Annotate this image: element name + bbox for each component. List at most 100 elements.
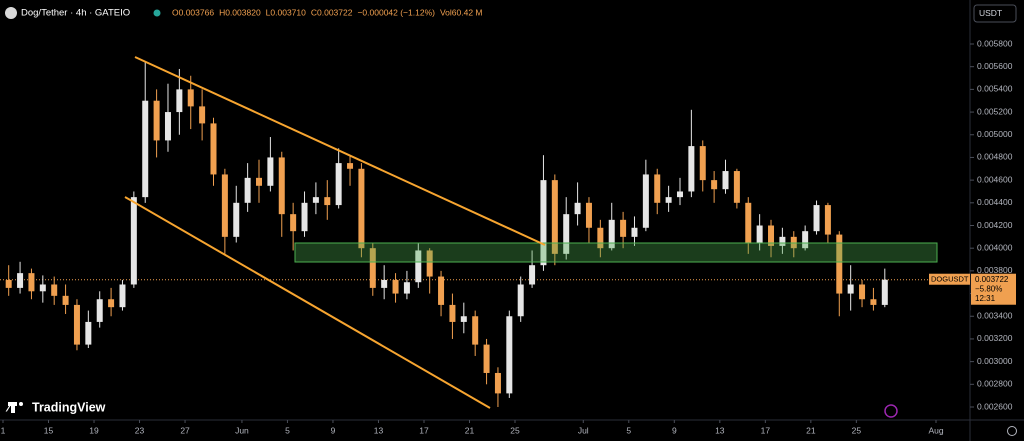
- x-tick-label: 21: [806, 425, 816, 435]
- candle-body: [233, 202, 240, 237]
- candle-body: [483, 344, 490, 373]
- candle-body: [335, 163, 342, 206]
- candle-body: [312, 197, 319, 203]
- candle-body: [597, 227, 604, 249]
- candle-body: [472, 316, 479, 345]
- candle-body: [881, 279, 888, 305]
- candle-body: [176, 89, 183, 113]
- candle-body: [449, 304, 456, 322]
- candle-body: [699, 146, 706, 181]
- candle-body: [256, 177, 263, 186]
- candle-body: [221, 174, 228, 237]
- alert-icon[interactable]: [884, 404, 898, 418]
- symbol-tag-text: DOGUSDT: [931, 275, 969, 284]
- candle-body: [164, 112, 171, 141]
- y-tick-label: 0.003800: [977, 265, 1013, 275]
- x-tick-label: 9: [672, 425, 677, 435]
- y-tick-label: 0.004400: [977, 197, 1013, 207]
- candle-body: [267, 157, 274, 186]
- ohlc-value: C0.003722: [311, 7, 353, 17]
- y-tick-label: 0.003000: [977, 356, 1013, 366]
- x-tick-label: Aug: [928, 425, 943, 435]
- candle-body: [688, 146, 695, 192]
- y-tick-label: 0.005800: [977, 38, 1013, 48]
- symbol-icon: [5, 7, 17, 19]
- candle-body: [631, 227, 638, 237]
- brand-logo-mark: [11, 402, 15, 413]
- candle-body: [813, 205, 820, 232]
- candle-body: [301, 202, 308, 232]
- candle-body: [745, 202, 752, 243]
- candle-body: [381, 279, 388, 288]
- y-tick-label: 0.004800: [977, 152, 1013, 162]
- x-tick-label: 5: [626, 425, 631, 435]
- candle-body: [438, 276, 445, 305]
- ohlc-value: Vol60.42 M: [440, 7, 483, 17]
- candle-body: [130, 197, 137, 285]
- candle-body: [722, 171, 729, 190]
- x-tick-label: 13: [374, 425, 384, 435]
- candle-body: [540, 180, 547, 266]
- x-tick-label: 17: [761, 425, 771, 435]
- y-tick-label: 0.005400: [977, 84, 1013, 94]
- y-tick-label: 0.005600: [977, 61, 1013, 71]
- candle-body: [779, 236, 786, 246]
- price-tag: [971, 273, 1016, 305]
- upper-trendline: [134, 56, 546, 246]
- candle-body: [96, 299, 103, 322]
- ohlc-value: O0.003766: [172, 7, 214, 17]
- candle-body: [517, 284, 524, 317]
- candle-body: [768, 225, 775, 246]
- settings-icon[interactable]: [1007, 426, 1017, 436]
- candle-body: [494, 372, 501, 394]
- y-tick-label: 0.003400: [977, 311, 1013, 321]
- candle-body: [733, 171, 740, 203]
- candle-body: [563, 214, 570, 254]
- candle-body: [824, 205, 831, 235]
- symbol-tag: [929, 273, 970, 285]
- currency-label[interactable]: USDT: [979, 8, 1002, 18]
- candle-body: [756, 225, 763, 243]
- candle-body: [460, 316, 467, 322]
- candle-body: [620, 219, 627, 237]
- candle-body: [392, 279, 399, 294]
- candle-body: [358, 168, 365, 249]
- plot-area: [0, 61, 970, 407]
- candle-body: [28, 273, 35, 292]
- candle-body: [654, 174, 661, 203]
- candle-body: [369, 248, 376, 288]
- y-tick-label: 0.002800: [977, 379, 1013, 389]
- candle-body: [119, 284, 126, 308]
- currency-button[interactable]: [973, 4, 1017, 23]
- candle-body: [665, 197, 672, 203]
- candle-body: [711, 180, 718, 190]
- candle-body: [51, 284, 58, 296]
- candle-body: [870, 299, 877, 305]
- brand-logo: ⁄: [5, 399, 13, 414]
- ohlc-value: L0.003710: [266, 7, 306, 17]
- y-tick-label: 0.005200: [977, 106, 1013, 116]
- x-tick-label: 17: [419, 425, 429, 435]
- x-tick-label: Jul: [578, 425, 589, 435]
- y-tick-label: 0.005000: [977, 129, 1013, 139]
- candle-body: [108, 299, 115, 308]
- candle-body: [642, 174, 649, 228]
- candle-body: [153, 100, 160, 141]
- candle-body: [244, 177, 251, 203]
- market-status: [153, 9, 161, 17]
- ohlc-legend: O0.003766 H0.003820 L0.003710 C0.003722 −0.0…: [172, 7, 483, 17]
- candle-body: [529, 265, 536, 285]
- x-tick-label: 15: [44, 425, 54, 435]
- y-tick-label: 0.002600: [977, 401, 1013, 411]
- candle-body: [39, 284, 46, 292]
- candle-body: [85, 321, 92, 345]
- y-tick-label: 0.004600: [977, 174, 1013, 184]
- x-tick-label: 1: [1, 425, 6, 435]
- candle-body: [187, 89, 194, 107]
- candle-body: [847, 284, 854, 294]
- x-tick-label: Jun: [235, 425, 249, 435]
- x-tick-label: 23: [135, 425, 145, 435]
- candle-body: [290, 214, 297, 232]
- x-tick-label: 5: [285, 425, 290, 435]
